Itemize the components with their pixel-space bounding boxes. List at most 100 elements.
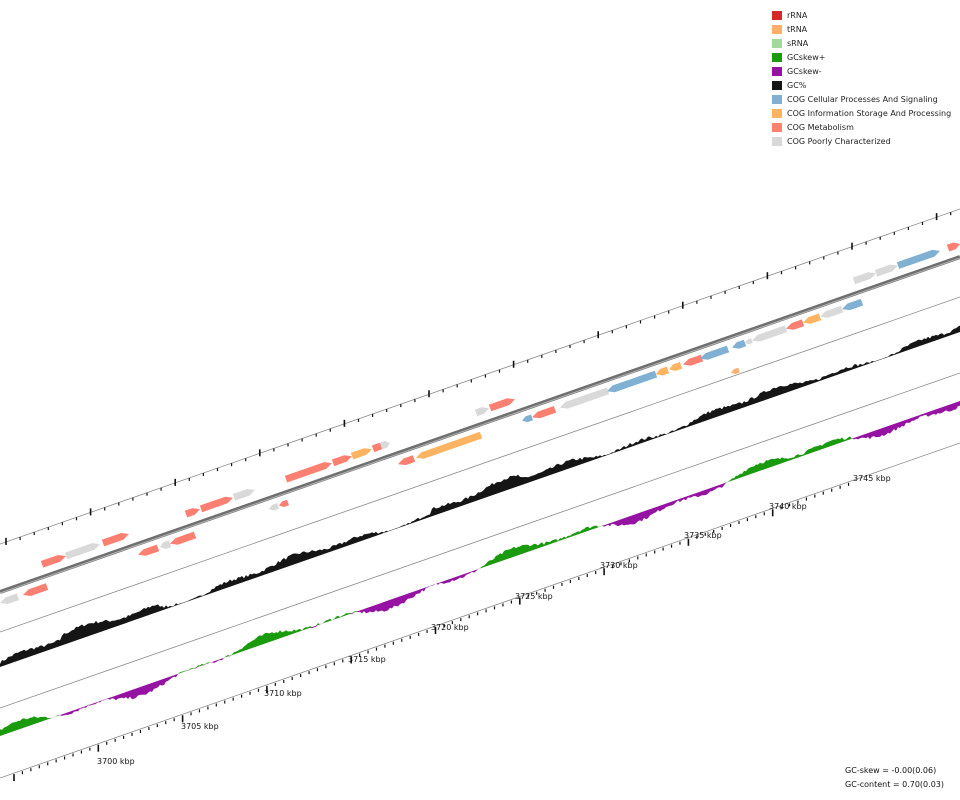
legend-swatch (772, 24, 782, 34)
gene-arrow (350, 448, 372, 460)
gene-arrow (607, 370, 658, 393)
legend-item-cog-metabolism: COG Metabolism (772, 120, 951, 134)
gene-arrow (522, 414, 533, 423)
track-guide-line (0, 442, 960, 779)
gene-arrow (683, 354, 704, 366)
scale-tick-label: 3740 kbp (769, 502, 807, 511)
legend: rRNA tRNA sRNA GCskew+ GCskew- GC% COG C… (772, 8, 951, 148)
gene-arrow (138, 544, 160, 556)
gene-arrow (488, 398, 515, 412)
gene-arrow (820, 305, 844, 318)
gene-arrow (474, 407, 489, 417)
legend-item-gcskew-plus: GCskew+ (772, 50, 951, 64)
gene-arrow (874, 264, 898, 277)
gene-features (0, 242, 960, 604)
gene-arrow (199, 496, 233, 513)
outer-scale-ticks (5, 212, 952, 545)
gc-content-stat: GC-content = 0.70(0.03) (845, 780, 944, 789)
legend-item-rrna: rRNA (772, 8, 951, 22)
legend-swatch (772, 52, 782, 62)
scale-tick-label: 3735 kbp (684, 531, 722, 540)
gene-arrow (852, 272, 876, 285)
legend-item-cog-poorly: COG Poorly Characterized (772, 134, 951, 148)
gene-arrow (170, 531, 197, 545)
legend-item-gcskew-minus: GCskew- (772, 64, 951, 78)
scale-tick-label: 3710 kbp (264, 689, 302, 698)
legend-swatch (772, 38, 782, 48)
gene-arrow (398, 455, 416, 466)
gene-arrow (232, 489, 255, 501)
gene-arrow (896, 249, 940, 269)
legend-item-gc-percent: GC% (772, 78, 951, 92)
track-guide-line (0, 296, 960, 633)
gene-arrow (669, 362, 683, 371)
legend-label: GCskew+ (787, 52, 826, 62)
gene-arrow (731, 367, 740, 374)
legend-item-srna: sRNA (772, 36, 951, 50)
gene-arrow (745, 338, 753, 345)
scale-tick-label: 3715 kbp (348, 655, 386, 664)
genome-backbone (0, 255, 960, 594)
gc-content-track (0, 325, 960, 667)
legend-label: COG Metabolism (787, 122, 854, 132)
gc-content-area (0, 325, 960, 667)
gc-skew-track (0, 401, 960, 736)
legend-item-cog-cellular: COG Cellular Processes And Signaling (772, 92, 951, 106)
legend-label: GC% (787, 80, 807, 90)
legend-label: rRNA (787, 10, 808, 20)
gene-arrow (40, 555, 66, 568)
legend-label: COG Cellular Processes And Signaling (787, 94, 938, 104)
legend-label: GCskew- (787, 66, 822, 76)
gc-skew-stat: GC-skew = -0.00(0.06) (845, 766, 937, 775)
legend-swatch (772, 136, 782, 146)
gene-arrow (284, 462, 332, 483)
scale-tick-label: 3725 kbp (515, 592, 553, 601)
gene-arrow (560, 387, 610, 409)
gene-arrow (656, 366, 670, 376)
inner-scale-ticks (13, 482, 850, 782)
gene-arrow (184, 508, 200, 518)
legend-label: sRNA (787, 38, 809, 48)
gene-arrow (160, 540, 172, 549)
scale-tick-label: 3720 kbp (431, 623, 469, 632)
gene-arrow (269, 503, 279, 511)
gene-arrow (279, 499, 289, 507)
gene-arrow (752, 325, 788, 342)
gene-arrow (64, 543, 100, 560)
gene-arrow (101, 533, 129, 547)
legend-swatch (772, 10, 782, 20)
track-guide-lines (0, 208, 960, 779)
gene-arrow (842, 298, 864, 311)
scale-tick-label: 3700 kbp (97, 757, 135, 766)
gene-arrow (0, 593, 20, 604)
backbone-highlight (0, 257, 960, 594)
gene-arrow (700, 345, 730, 360)
track-guide-line (0, 208, 960, 545)
gene-arrow (379, 441, 390, 450)
legend-swatch (772, 122, 782, 132)
stats-box: GC-skew = -0.00(0.06) GC-content = 0.70(… (845, 764, 944, 792)
legend-label: COG Poorly Characterized (787, 136, 891, 146)
scale-tick-label: 3730 kbp (600, 561, 638, 570)
legend-label: COG Information Storage And Processing (787, 108, 952, 118)
legend-item-cog-information: COG Information Storage And Processing (772, 106, 951, 120)
track-guide-line (0, 372, 960, 709)
legend-item-trna: tRNA (772, 22, 951, 36)
gene-arrow (532, 406, 557, 419)
gene-arrow (416, 431, 483, 459)
scale-tick-labels: 3700 kbp 3705 kbp 3710 kbp 3715 kbp 3720 kbp… (97, 474, 891, 766)
gene-arrow (803, 313, 822, 324)
gene-arrow (732, 339, 747, 349)
legend-swatch (772, 80, 782, 90)
legend-label: tRNA (787, 24, 808, 34)
gene-arrow (786, 319, 805, 330)
scale-tick-label: 3705 kbp (181, 722, 219, 731)
legend-swatch (772, 66, 782, 76)
gene-arrow (23, 583, 49, 596)
legend-swatch (772, 94, 782, 104)
backbone-line (0, 255, 960, 594)
legend-swatch (772, 108, 782, 118)
gc-skew-negative-area (0, 401, 960, 736)
scale-tick-label: 3745 kbp (853, 474, 891, 483)
